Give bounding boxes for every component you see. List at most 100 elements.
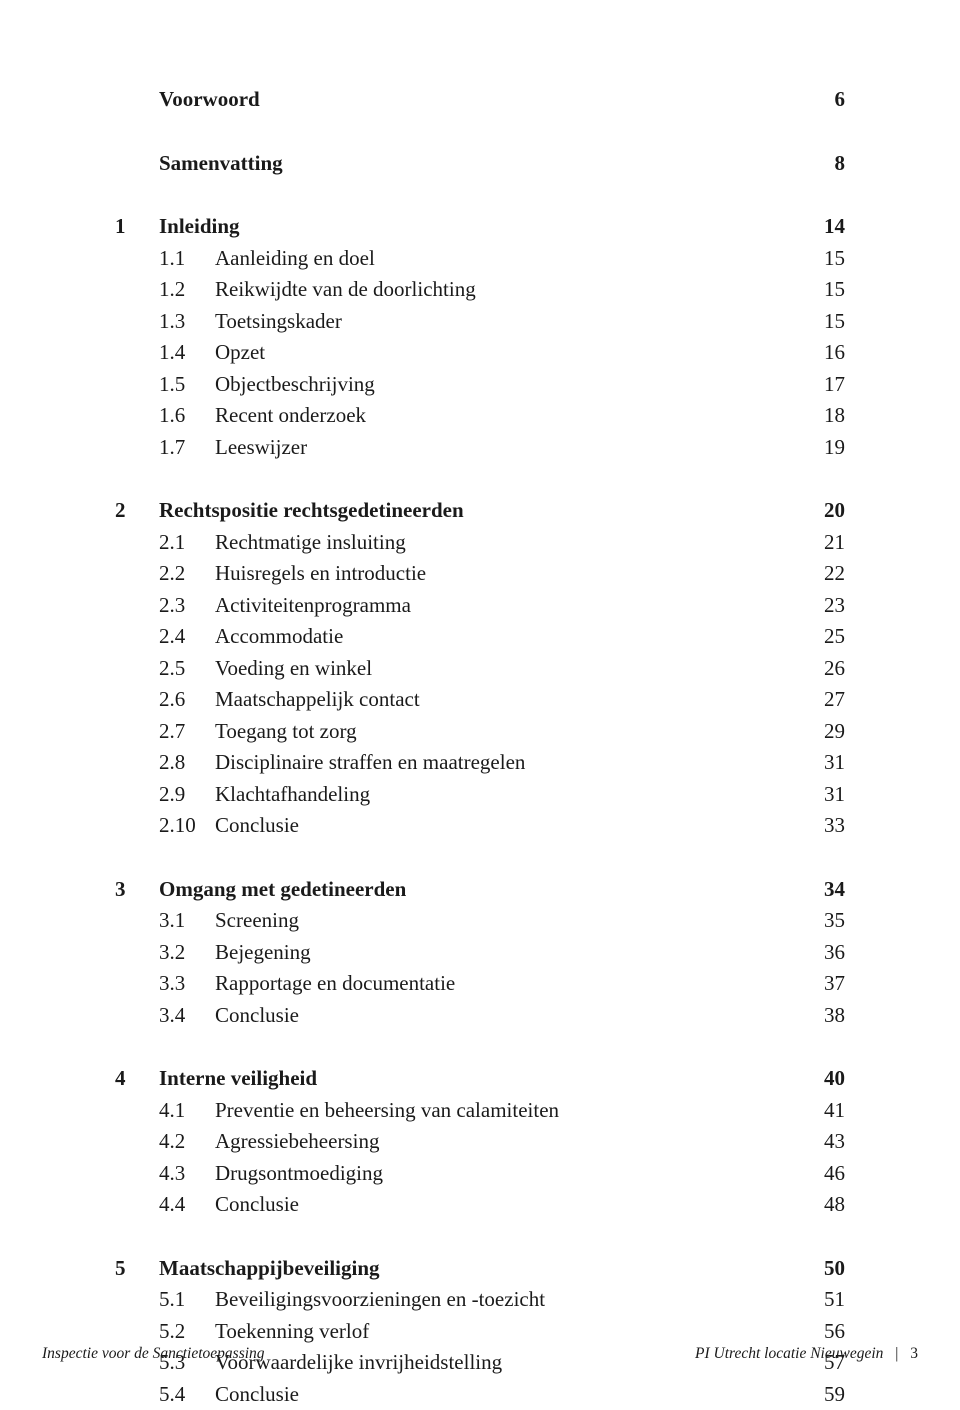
toc-page-number: 36 xyxy=(785,937,845,969)
toc-sub-entry: 4.2 Agressiebeheersing 43 xyxy=(159,1126,845,1158)
toc-sub-title: Toekenning verlof xyxy=(215,1316,785,1348)
toc-sub-entry: 2.4 Accommodatie 25 xyxy=(159,621,845,653)
toc-sub-number: 2.6 xyxy=(159,684,215,716)
toc-sub-entry: 3.4 Conclusie 38 xyxy=(159,1000,845,1032)
toc-sub-entry: 2.10 Conclusie 33 xyxy=(159,810,845,842)
toc-sub-title: Leeswijzer xyxy=(215,432,785,464)
toc-page-number: 37 xyxy=(785,968,845,1000)
toc-sub-entry: 5.4 Conclusie 59 xyxy=(159,1379,845,1410)
toc-page-number: 51 xyxy=(785,1284,845,1316)
toc-sub-entry: 1.6 Recent onderzoek 18 xyxy=(159,400,845,432)
toc-sub-number: 3.4 xyxy=(159,1000,215,1032)
toc-page-number: 17 xyxy=(785,369,845,401)
toc-sub-title: Conclusie xyxy=(215,1379,785,1410)
toc-chapter-heading: Omgang met gedetineerden 34 xyxy=(159,874,845,906)
document-page: Voorwoord 6 Samenvatting 8 1 Inleiding xyxy=(0,0,960,1387)
toc-chapter-4: 4 Interne veiligheid 40 4.1 Preventie en… xyxy=(115,1063,845,1221)
toc-sub-number: 1.3 xyxy=(159,306,215,338)
toc-sub-number: 2.5 xyxy=(159,653,215,685)
toc-chapter-1: 1 Inleiding 14 1.1 Aanleiding en doel 15… xyxy=(115,211,845,463)
toc-sub-number: 3.3 xyxy=(159,968,215,1000)
toc-entry-samenvatting: Samenvatting 8 xyxy=(159,148,845,180)
toc-sub-number: 2.7 xyxy=(159,716,215,748)
toc-sub-title: Opzet xyxy=(215,337,785,369)
toc-sub-title: Conclusie xyxy=(215,810,785,842)
toc-page-number: 22 xyxy=(785,558,845,590)
toc-entry-voorwoord: Voorwoord 6 xyxy=(159,84,845,116)
chapter-number: 3 xyxy=(115,874,159,906)
toc-sub-number: 5.2 xyxy=(159,1316,215,1348)
toc-page-number: 19 xyxy=(785,432,845,464)
footer-left: Inspectie voor de Sanctietoepassing xyxy=(42,1345,265,1363)
toc-sub-title: Reikwijdte van de doorlichting xyxy=(215,274,785,306)
toc-sub-number: 2.4 xyxy=(159,621,215,653)
toc-sub-title: Klachtafhandeling xyxy=(215,779,785,811)
toc-page-number: 43 xyxy=(785,1126,845,1158)
toc-sub-entry: 1.5 Objectbeschrijving 17 xyxy=(159,369,845,401)
toc-page-number: 21 xyxy=(785,527,845,559)
toc-sub-number: 5.4 xyxy=(159,1379,215,1410)
toc-page-number: 41 xyxy=(785,1095,845,1127)
spacer xyxy=(115,842,845,874)
toc-sub-number: 2.1 xyxy=(159,527,215,559)
toc-sub-entry: 5.2 Toekenning verlof 56 xyxy=(159,1316,845,1348)
spacer xyxy=(115,179,845,211)
toc-sub-entry: 3.3 Rapportage en documentatie 37 xyxy=(159,968,845,1000)
toc-sub-entry: 2.8 Disciplinaire straffen en maatregele… xyxy=(159,747,845,779)
toc-page-number: 35 xyxy=(785,905,845,937)
toc-sub-number: 1.6 xyxy=(159,400,215,432)
toc-sub-title: Huisregels en introductie xyxy=(215,558,785,590)
page-footer: Inspectie voor de Sanctietoepassing PI U… xyxy=(0,1345,960,1363)
toc-title: Voorwoord xyxy=(159,84,785,116)
toc-sub-title: Screening xyxy=(215,905,785,937)
toc-sub-title: Objectbeschrijving xyxy=(215,369,785,401)
toc-sub-entry: 5.1 Beveiligingsvoorzieningen en -toezic… xyxy=(159,1284,845,1316)
toc-sub-entry: 1.1 Aanleiding en doel 15 xyxy=(159,243,845,275)
toc-sub-title: Maatschappelijk contact xyxy=(215,684,785,716)
toc-page-number: 18 xyxy=(785,400,845,432)
toc-sub-title: Beveiligingsvoorzieningen en -toezicht xyxy=(215,1284,785,1316)
toc-chapter-heading: Interne veiligheid 40 xyxy=(159,1063,845,1095)
toc-sub-number: 5.1 xyxy=(159,1284,215,1316)
toc-sub-title: Agressiebeheersing xyxy=(215,1126,785,1158)
toc-sub-number: 4.2 xyxy=(159,1126,215,1158)
toc-frontmatter-samenvatting: Samenvatting 8 xyxy=(115,148,845,180)
toc-sub-number: 1.4 xyxy=(159,337,215,369)
toc-sub-number: 4.4 xyxy=(159,1189,215,1221)
footer-page-number: 3 xyxy=(910,1345,918,1362)
toc-sub-entry: 2.7 Toegang tot zorg 29 xyxy=(159,716,845,748)
toc-sub-entry: 3.1 Screening 35 xyxy=(159,905,845,937)
toc-page-number: 15 xyxy=(785,243,845,275)
toc-sub-title: Aanleiding en doel xyxy=(215,243,785,275)
toc-chapter-5: 5 Maatschappijbeveiliging 50 5.1 Beveili… xyxy=(115,1253,845,1410)
toc-sub-number: 2.8 xyxy=(159,747,215,779)
toc-title: Interne veiligheid xyxy=(159,1063,785,1095)
toc-sub-entry: 1.3 Toetsingskader 15 xyxy=(159,306,845,338)
toc-chapter-heading: Rechtspositie rechtsgedetineerden 20 xyxy=(159,495,845,527)
toc-sub-entry: 2.3 Activiteitenprogramma 23 xyxy=(159,590,845,622)
toc-sub-entry: 3.2 Bejegening 36 xyxy=(159,937,845,969)
toc-page-number: 33 xyxy=(785,810,845,842)
toc-sub-title: Accommodatie xyxy=(215,621,785,653)
chapter-number: 4 xyxy=(115,1063,159,1095)
spacer xyxy=(115,1221,845,1253)
toc-page-number: 40 xyxy=(785,1063,845,1095)
footer-right-title: PI Utrecht locatie Nieuwegein xyxy=(695,1345,883,1362)
toc-sub-number: 3.2 xyxy=(159,937,215,969)
toc-sub-title: Conclusie xyxy=(215,1000,785,1032)
toc-page-number: 59 xyxy=(785,1379,845,1410)
toc-title: Samenvatting xyxy=(159,148,785,180)
spacer xyxy=(115,463,845,495)
chapter-number: 5 xyxy=(115,1253,159,1285)
toc-frontmatter-voorwoord: Voorwoord 6 xyxy=(115,84,845,116)
toc-title: Maatschappijbeveiliging xyxy=(159,1253,785,1285)
toc-page-number: 15 xyxy=(785,274,845,306)
toc-title: Inleiding xyxy=(159,211,785,243)
toc-sub-entry: 2.9 Klachtafhandeling 31 xyxy=(159,779,845,811)
toc-sub-title: Toegang tot zorg xyxy=(215,716,785,748)
toc-chapter-3: 3 Omgang met gedetineerden 34 3.1 Screen… xyxy=(115,874,845,1032)
toc-sub-title: Recent onderzoek xyxy=(215,400,785,432)
toc-sub-title: Toetsingskader xyxy=(215,306,785,338)
toc-chapter-heading: Inleiding 14 xyxy=(159,211,845,243)
toc-page-number: 8 xyxy=(785,148,845,180)
